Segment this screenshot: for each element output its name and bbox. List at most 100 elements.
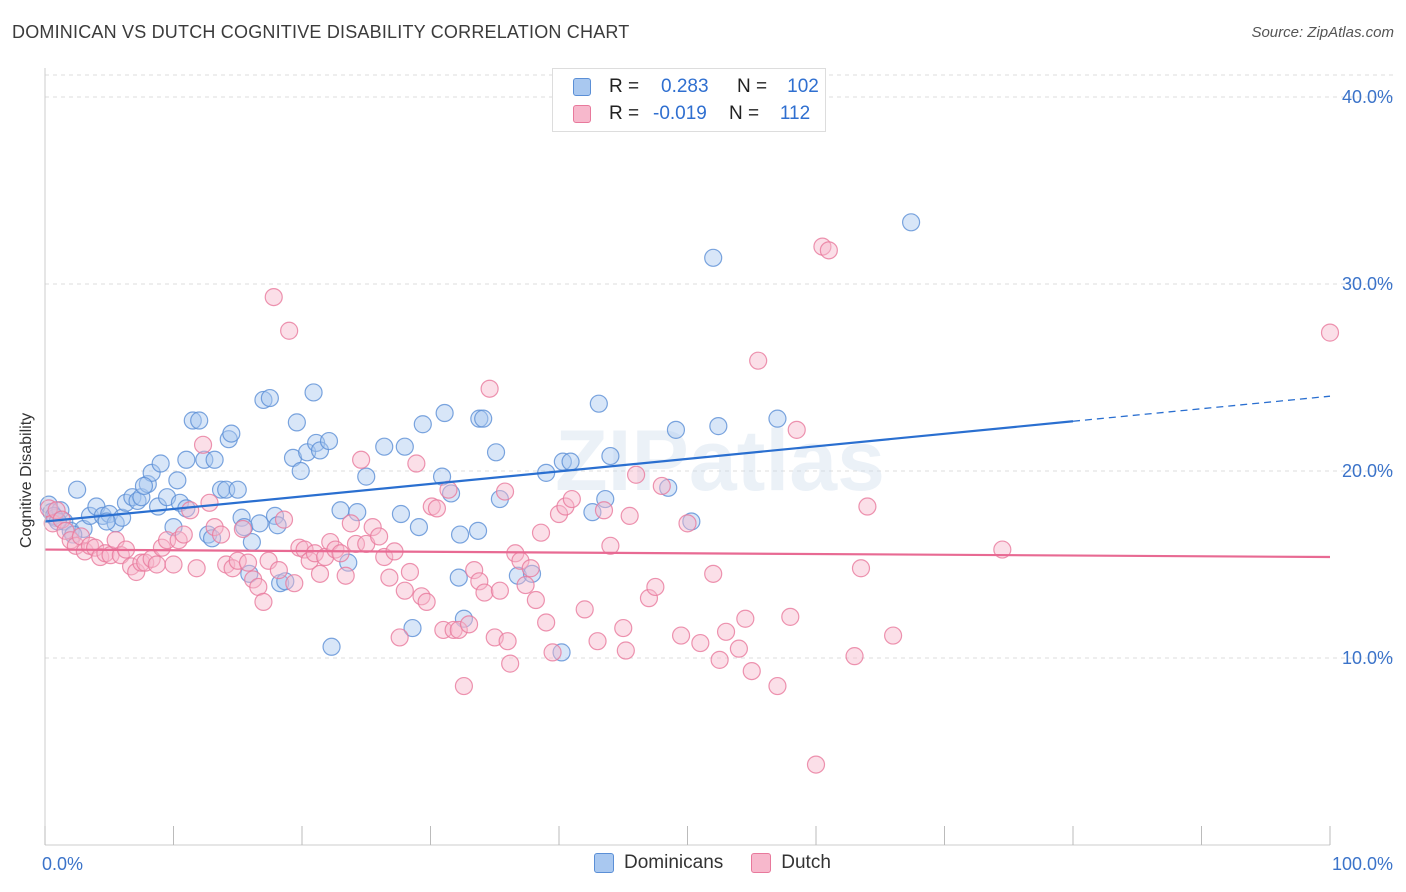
dutch-point bbox=[819, 241, 838, 260]
dutch-point bbox=[169, 531, 188, 550]
dutch-point bbox=[147, 555, 166, 574]
dutch-point bbox=[851, 559, 871, 578]
dominicans-point bbox=[348, 503, 367, 522]
dominicans-point bbox=[454, 609, 474, 628]
dutch-point bbox=[395, 581, 414, 600]
series-legend: Dominicans Dutch bbox=[594, 852, 859, 874]
dutch-point bbox=[490, 581, 509, 600]
dominicans-point bbox=[177, 450, 196, 469]
dominicans-point bbox=[403, 618, 422, 638]
dominicans-point bbox=[561, 452, 580, 471]
dutch-point bbox=[646, 577, 665, 597]
dominicans-point bbox=[97, 512, 116, 531]
dutch-point bbox=[562, 489, 581, 509]
dutch-point bbox=[434, 620, 453, 640]
dutch-point bbox=[729, 639, 749, 658]
stats-row-dominicans: R = 0.283 N = 102 bbox=[573, 75, 823, 99]
y-tick-label: 30.0% bbox=[1342, 274, 1393, 294]
points-layer bbox=[39, 213, 1340, 774]
dominicans-point bbox=[250, 514, 269, 533]
dominicans-trend-line bbox=[44, 420, 1074, 523]
dutch-point bbox=[601, 536, 620, 555]
dutch-point bbox=[556, 497, 575, 516]
dominicans-point bbox=[474, 409, 493, 428]
dominicans-point bbox=[449, 568, 468, 587]
dominicans-point bbox=[304, 383, 323, 402]
dominicans-point bbox=[319, 431, 339, 451]
dutch-point bbox=[806, 755, 826, 774]
dominicans-point bbox=[901, 213, 921, 232]
dutch-point bbox=[883, 626, 903, 645]
dutch-point bbox=[375, 547, 394, 567]
dutch-point bbox=[678, 514, 697, 533]
dutch-point bbox=[516, 575, 535, 595]
chart-title: DOMINICAN VS DUTCH COGNITIVE DISABILITY … bbox=[12, 22, 630, 42]
dominicans-point bbox=[395, 437, 414, 456]
dominicans-point bbox=[375, 437, 394, 456]
dutch-point bbox=[352, 450, 371, 469]
dutch-point bbox=[264, 287, 283, 307]
y-tick-label: 40.0% bbox=[1342, 87, 1393, 107]
dutch-point bbox=[858, 497, 877, 516]
dutch-point bbox=[454, 676, 474, 696]
dutch-point bbox=[336, 566, 355, 585]
n-value: 112 bbox=[779, 103, 811, 124]
dutch-point bbox=[121, 557, 141, 576]
dominicans-point bbox=[202, 529, 222, 548]
dutch-point bbox=[781, 607, 800, 626]
n-label: N = bbox=[737, 76, 768, 97]
dutch-point bbox=[370, 527, 389, 546]
dutch-point bbox=[845, 647, 864, 666]
dutch-point bbox=[626, 465, 646, 484]
dutch-point bbox=[620, 506, 639, 525]
pink-swatch-icon bbox=[573, 105, 591, 123]
dutch-point bbox=[1320, 323, 1340, 342]
legend-item-dominicans[interactable]: Dominicans bbox=[594, 852, 723, 874]
legend-item-dutch[interactable]: Dutch bbox=[751, 852, 831, 874]
dominicans-trend-line-extension bbox=[1072, 395, 1331, 422]
dutch-point bbox=[768, 676, 787, 696]
dutch-point bbox=[238, 553, 258, 572]
dominicans-point bbox=[276, 572, 295, 591]
dutch-point bbox=[588, 632, 607, 651]
dominicans-point bbox=[601, 446, 620, 466]
dutch-point bbox=[164, 555, 183, 574]
dominicans-point bbox=[583, 503, 602, 522]
dutch-point bbox=[47, 501, 66, 520]
dutch-point bbox=[200, 493, 219, 512]
dutch-point bbox=[526, 590, 545, 610]
dominicans-point bbox=[190, 411, 209, 430]
dutch-point bbox=[549, 504, 569, 524]
blue-swatch-icon bbox=[573, 78, 591, 96]
stats-legend: R = 0.283 N = 102 R = -0.019 N = 112 bbox=[552, 68, 826, 132]
dutch-point bbox=[400, 562, 420, 582]
dominicans-point bbox=[709, 417, 728, 436]
dutch-point bbox=[616, 641, 635, 660]
dutch-point bbox=[716, 622, 736, 641]
dutch-point bbox=[710, 650, 729, 669]
dutch-point bbox=[390, 628, 409, 647]
dutch-point bbox=[736, 609, 755, 628]
dutch-point bbox=[531, 523, 551, 542]
dutch-point bbox=[274, 510, 294, 529]
dominicans-point bbox=[486, 443, 506, 462]
dutch-point bbox=[341, 514, 360, 533]
dutch-point bbox=[498, 632, 517, 651]
source-label: Source: ZipAtlas.com bbox=[1251, 24, 1394, 41]
dutch-point bbox=[269, 561, 288, 580]
y-axis-title: Cognitive Disability bbox=[18, 412, 35, 548]
dutch-point bbox=[537, 613, 556, 632]
dominicans-point bbox=[112, 508, 132, 527]
r-label: R = bbox=[609, 103, 640, 124]
dutch-point bbox=[363, 517, 382, 537]
dutch-point bbox=[459, 615, 479, 634]
dominicans-point bbox=[183, 411, 202, 430]
dutch-point bbox=[501, 654, 520, 673]
dutch-point bbox=[205, 517, 224, 537]
dutch-point bbox=[407, 454, 426, 473]
y-tick-label: 20.0% bbox=[1342, 461, 1393, 481]
dominicans-point bbox=[522, 564, 542, 583]
dutch-point bbox=[211, 525, 231, 544]
x-tick-label: 100.0% bbox=[1332, 854, 1393, 874]
